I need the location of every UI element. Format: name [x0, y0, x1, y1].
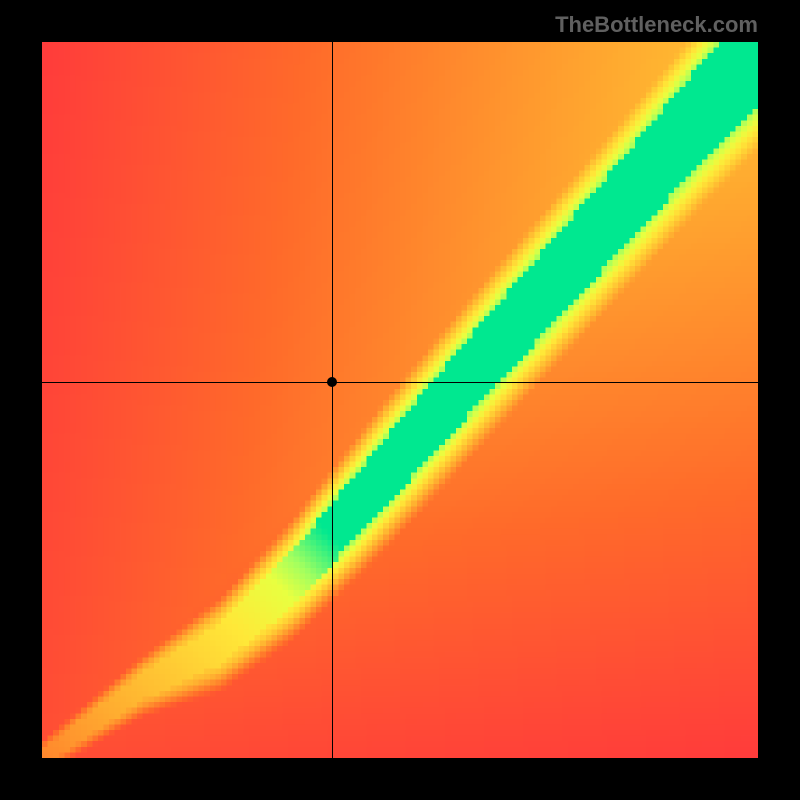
watermark-text: TheBottleneck.com	[555, 12, 758, 38]
heatmap-canvas	[42, 42, 758, 758]
marker-dot	[327, 377, 337, 387]
crosshair-horizontal	[42, 382, 758, 383]
crosshair-vertical	[332, 42, 333, 758]
chart-container: TheBottleneck.com	[0, 0, 800, 800]
